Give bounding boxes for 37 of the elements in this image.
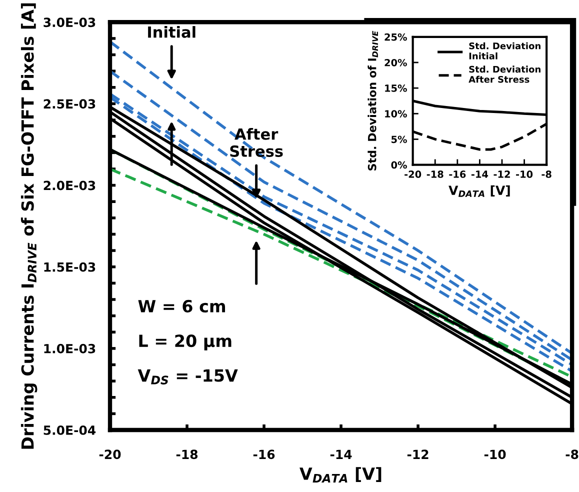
- x-tick-label: -14: [471, 170, 488, 178]
- x-tick-label: -10: [516, 170, 533, 178]
- y-tick-label: 20%: [384, 58, 407, 66]
- x-tick-label: -18: [176, 450, 198, 460]
- y-tick-label: 2.0E-03: [44, 180, 96, 190]
- annotation: W = 6 cm: [138, 300, 226, 312]
- x-tick-label: -16: [449, 170, 466, 178]
- annotation: Initial: [148, 26, 196, 38]
- y-tick-label: 3.0E-03: [44, 18, 96, 28]
- x-tick-label: -10: [484, 450, 506, 460]
- y-tick-label: 5.0E-04: [44, 425, 96, 435]
- annotation: V$_{DS}$ = -15V: [138, 369, 238, 384]
- x-tick-label: -8: [566, 450, 578, 460]
- x-axis-title: V$_{DATA}$ [V]: [448, 185, 510, 197]
- x-tick-label: -16: [253, 450, 275, 460]
- y-tick-label: 5%: [392, 136, 407, 144]
- x-tick-label: -18: [426, 170, 444, 178]
- annotation: L = 20 µm: [139, 334, 232, 350]
- y-tick-label: 15%: [385, 84, 407, 92]
- legend-label: Std. Deviation After Stress: [468, 66, 540, 83]
- x-tick-label: -12: [494, 170, 510, 178]
- y-tick-label: 25%: [384, 33, 407, 41]
- y-axis-title: Driving Currents I$_{DRIVE}$ of Six FG-OTFT Pixels [A]: [20, 3, 38, 449]
- y-tick-label: 10%: [385, 110, 407, 118]
- y-axis-title: Std. Deviation of I$_{DRIVE}$: [368, 30, 378, 170]
- y-tick-label: 1.5E-03: [44, 262, 96, 272]
- x-axis-title: V$_{DATA}$ [V]: [300, 467, 382, 482]
- annotation: After Stress: [230, 128, 283, 157]
- x-tick-label: -12: [407, 450, 428, 459]
- x-tick-label: -20: [99, 450, 121, 460]
- y-tick-label: 1.0E-03: [44, 344, 96, 354]
- x-tick-label: -14: [330, 450, 352, 459]
- x-tick-label: -8: [542, 170, 552, 178]
- legend-label: Std. Deviation Initial: [469, 42, 540, 60]
- y-tick-label: 2.5E-03: [44, 99, 96, 109]
- y-tick-label: 0%: [391, 161, 407, 169]
- x-tick-label: -20: [404, 170, 422, 178]
